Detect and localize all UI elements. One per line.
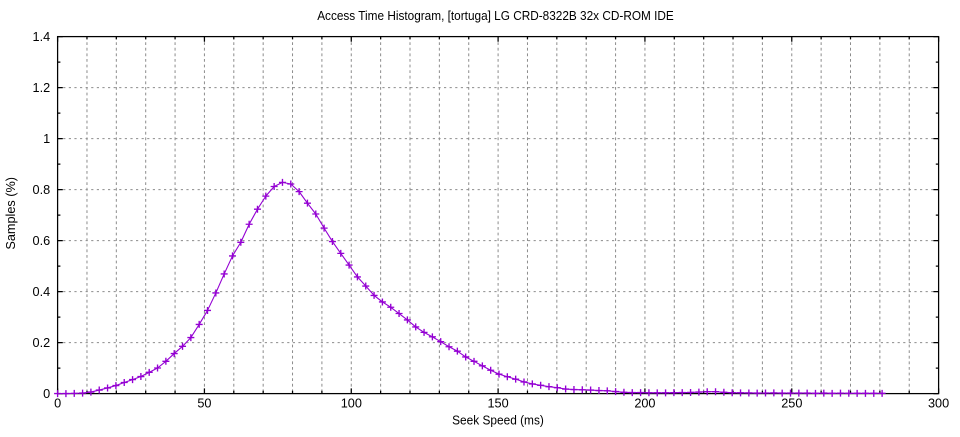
svg-text:0.2: 0.2 <box>33 336 51 350</box>
svg-text:150: 150 <box>488 397 509 411</box>
svg-text:200: 200 <box>634 397 655 411</box>
svg-text:Samples (%): Samples (%) <box>4 177 18 250</box>
svg-text:100: 100 <box>341 397 362 411</box>
svg-text:250: 250 <box>781 397 802 411</box>
svg-text:1.2: 1.2 <box>33 81 51 95</box>
svg-text:Seek Speed (ms): Seek Speed (ms) <box>452 414 544 428</box>
svg-text:50: 50 <box>197 397 211 411</box>
svg-text:300: 300 <box>928 397 949 411</box>
svg-text:0: 0 <box>43 387 50 401</box>
svg-text:0.4: 0.4 <box>33 285 51 299</box>
svg-text:0.6: 0.6 <box>33 234 51 248</box>
svg-text:Access Time Histogram, [tortug: Access Time Histogram, [tortuga] LG CRD-… <box>317 9 674 23</box>
svg-text:0.8: 0.8 <box>33 183 51 197</box>
svg-text:0: 0 <box>54 397 61 411</box>
svg-text:1.4: 1.4 <box>33 30 51 44</box>
svg-text:1: 1 <box>43 132 50 146</box>
